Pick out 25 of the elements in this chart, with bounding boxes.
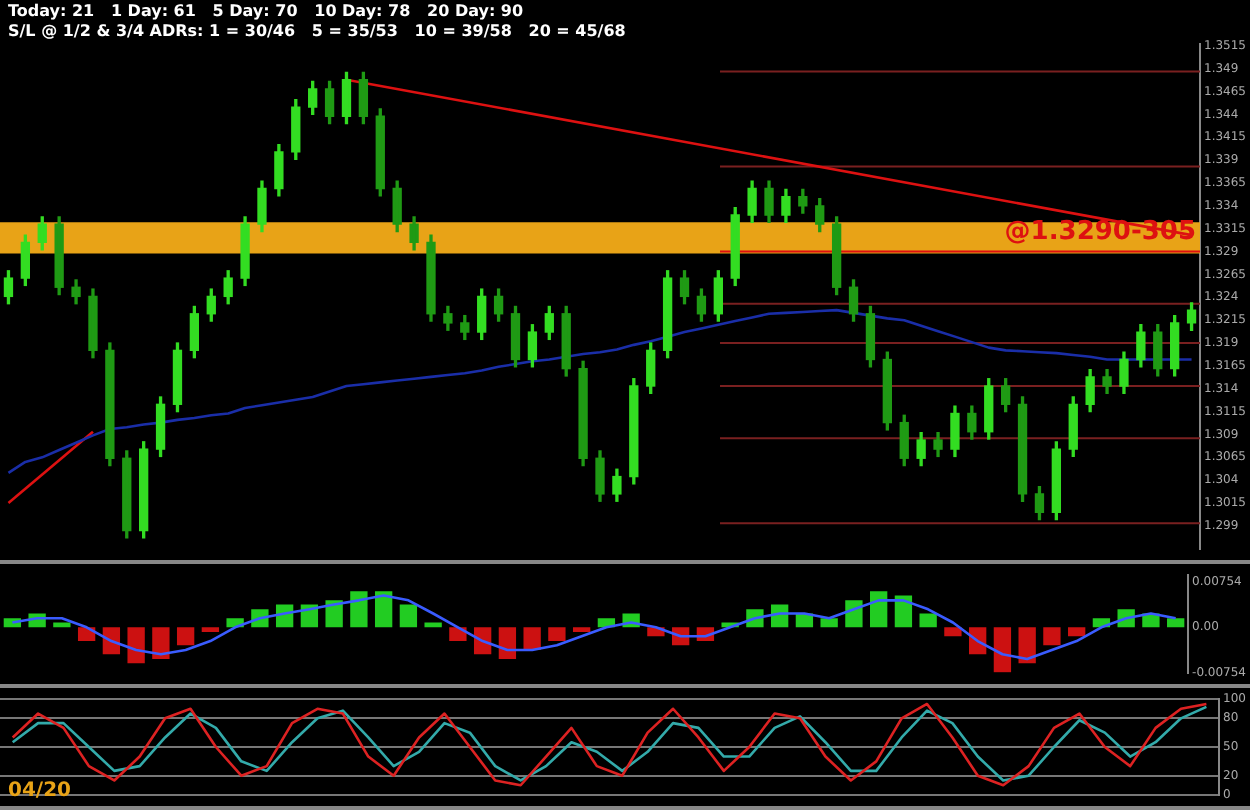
bar <box>919 613 937 628</box>
text: S/L @ 1/2 & 3/4 ADRs: 1 = 30/46 5 = 35/53 10 = 39/58 20 = 45/68 <box>8 22 626 42</box>
annotation: @1.3290-305 <box>1004 217 1197 248</box>
bar <box>201 627 220 633</box>
bar <box>1043 627 1061 646</box>
bar <box>325 600 343 628</box>
text: Today: 21 1 Day: 61 5 Day: 70 10 Day: 78 20 Day: 90 <box>8 2 526 22</box>
bar <box>523 627 541 651</box>
bar <box>152 627 170 660</box>
bar <box>1068 627 1086 637</box>
bar <box>374 591 393 628</box>
bar <box>399 604 418 628</box>
bar <box>127 627 145 664</box>
bar <box>870 591 888 628</box>
bar <box>350 591 368 628</box>
bar <box>548 627 566 642</box>
bar <box>944 627 962 637</box>
annotation: 04/20 <box>8 780 71 802</box>
bar <box>993 627 1012 673</box>
bar <box>820 618 838 628</box>
bar <box>176 627 195 646</box>
bar <box>1018 627 1036 664</box>
bar <box>572 627 591 633</box>
bar <box>1167 618 1185 628</box>
bar <box>498 627 517 660</box>
